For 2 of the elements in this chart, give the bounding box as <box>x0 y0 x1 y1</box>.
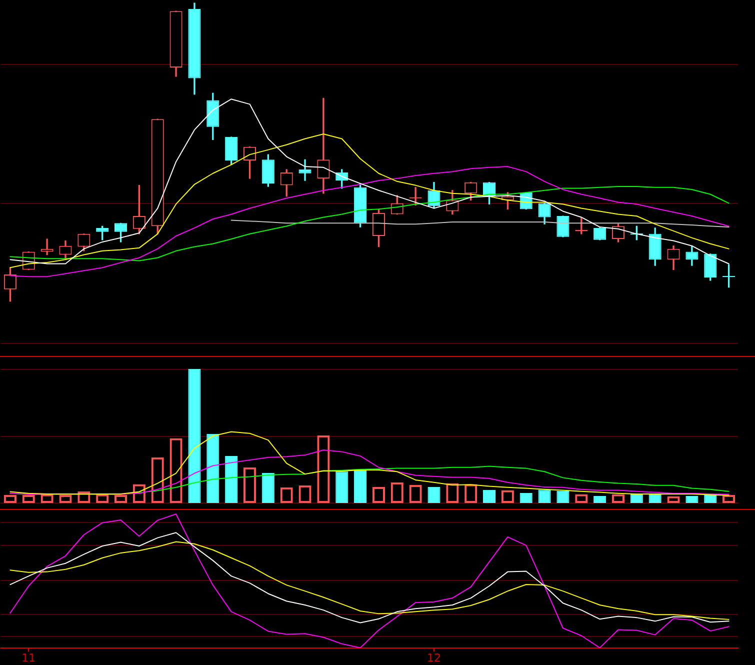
x-tick-label: 12 <box>426 651 441 664</box>
x-tick-label: 11 <box>22 651 36 664</box>
